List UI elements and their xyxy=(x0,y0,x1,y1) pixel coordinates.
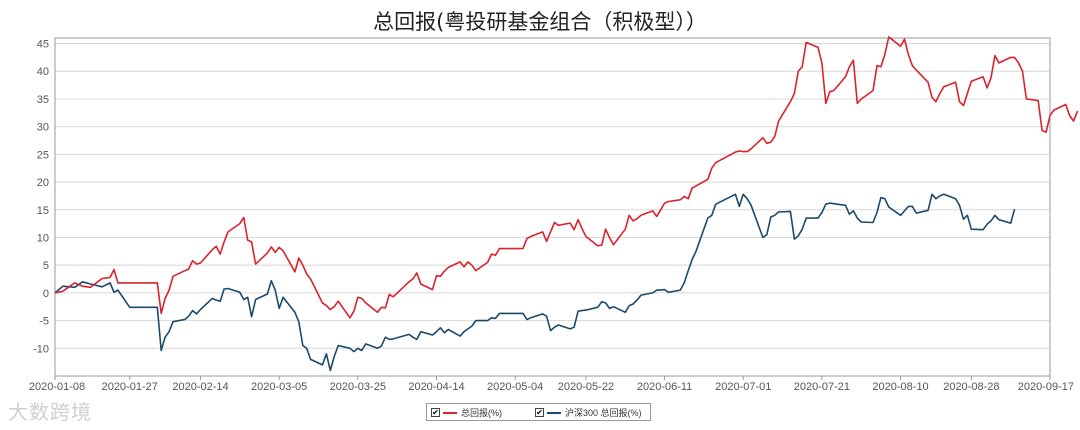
legend-swatch-csi300 xyxy=(547,411,561,414)
series-line-csi300 xyxy=(54,193,1016,372)
series-line-total-return xyxy=(54,36,1079,319)
y-tick-label: 5 xyxy=(43,260,49,272)
legend-label-total-return: 总回报(%) xyxy=(461,408,502,418)
y-tick-label: -10 xyxy=(33,343,49,355)
x-tick-label: 2020-01-27 xyxy=(102,381,158,393)
y-tick-label: -5 xyxy=(39,316,49,328)
y-tick-label: 25 xyxy=(37,149,49,161)
x-tick-label: 2020-01-08 xyxy=(29,381,85,393)
legend: ✔ 总回报(%) ✔ 沪深300 总回报(%) xyxy=(426,403,651,421)
legend-checkbox-csi300[interactable]: ✔ xyxy=(535,408,544,417)
y-tick-label: 0 xyxy=(43,288,49,300)
y-tick-label: 20 xyxy=(37,177,49,189)
x-tick-label: 2020-03-05 xyxy=(251,381,307,393)
chart-title: 总回报(粤投研基金组合（积极型）） xyxy=(373,10,707,34)
legend-swatch-total-return xyxy=(443,411,457,414)
x-tick-label: 2020-08-28 xyxy=(943,381,999,393)
y-tick-label: 45 xyxy=(37,39,49,51)
x-tick-label: 2020-04-14 xyxy=(408,381,464,393)
x-tick-label: 2020-07-21 xyxy=(794,381,850,393)
x-tick-label: 2020-08-10 xyxy=(872,381,928,393)
y-tick-label: 30 xyxy=(37,122,49,134)
x-tick-label: 2020-05-22 xyxy=(558,381,614,393)
legend-item-csi300[interactable]: ✔ 沪深300 总回报(%) xyxy=(535,406,642,419)
x-tick-label: 2020-09-17 xyxy=(1018,381,1074,393)
x-tick-label: 2020-03-25 xyxy=(330,381,386,393)
plot-area-border xyxy=(54,37,1051,377)
x-tick-label: 2020-06-11 xyxy=(637,381,692,393)
legend-item-total-return[interactable]: ✔ 总回报(%) xyxy=(431,406,502,419)
x-axis-tick-labels: 2020-01-08 2020-01-27 2020-02-14 2020-03-05… xyxy=(29,376,1074,393)
y-tick-label: 35 xyxy=(37,94,49,106)
legend-checkbox-total-return[interactable]: ✔ xyxy=(431,408,440,417)
y-tick-label: 15 xyxy=(37,205,49,217)
legend-label-csi300: 沪深300 总回报(%) xyxy=(565,408,642,418)
x-tick-label: 2020-05-04 xyxy=(487,381,543,393)
y-tick-label: 10 xyxy=(37,232,49,244)
y-tick-label: 40 xyxy=(37,66,49,78)
watermark-logo: 大数跨境 xyxy=(8,400,92,424)
y-axis-tick-labels: 45 40 35 30 25 20 15 10 5 0 -5 -10 xyxy=(33,39,49,356)
x-tick-label: 2020-07-01 xyxy=(715,381,771,393)
grid-lines xyxy=(54,37,1051,377)
series-lines xyxy=(54,36,1079,372)
x-tick-label: 2020-02-14 xyxy=(172,381,228,393)
